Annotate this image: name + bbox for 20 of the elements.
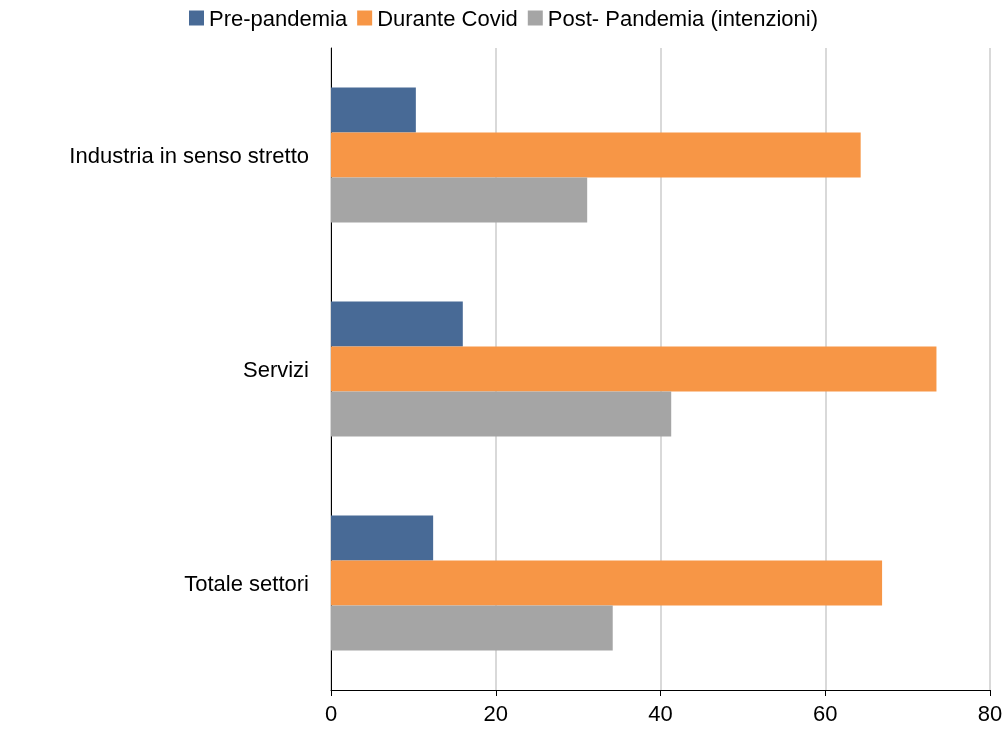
bar — [331, 560, 883, 606]
legend-label: Pre-pandemia — [208, 5, 348, 31]
y-tick-label: Servizi — [242, 356, 309, 382]
x-tick-label: 40 — [648, 700, 673, 726]
x-tick-label: 20 — [483, 700, 508, 726]
bar — [331, 132, 861, 178]
legend-label: Post- Pandemia (intenzioni) — [547, 5, 819, 31]
x-tick-label: 60 — [813, 700, 838, 726]
legend-label: Durante Covid — [377, 5, 518, 31]
y-tick-label: Industria in senso stretto — [69, 142, 309, 168]
x-tick-label: 0 — [324, 700, 338, 726]
bar — [331, 177, 588, 223]
x-tick-label: 80 — [977, 700, 1003, 726]
bar — [331, 391, 672, 437]
y-tick-label: Totale settori — [184, 570, 309, 596]
bar — [331, 87, 416, 133]
bar — [331, 605, 613, 651]
bar — [331, 346, 937, 392]
bar — [331, 301, 463, 347]
bar — [331, 515, 434, 561]
